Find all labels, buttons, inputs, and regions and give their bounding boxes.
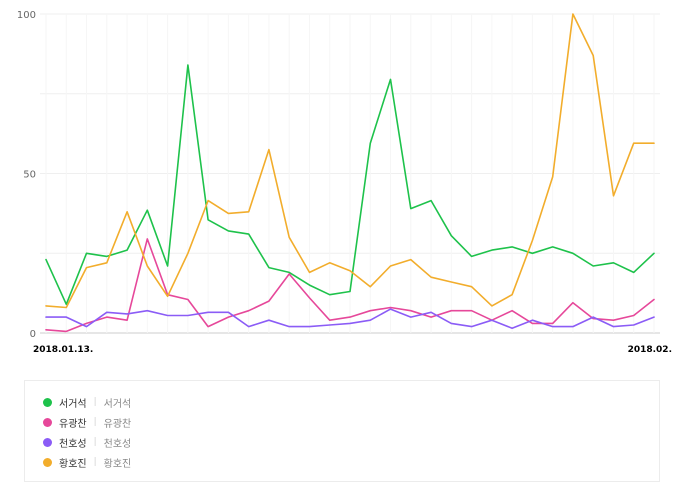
- legend-separator: |: [93, 417, 97, 427]
- legend-sublabel: 서거석: [103, 398, 132, 410]
- legend-separator: |: [93, 457, 97, 467]
- legend-sublabel: 황호진: [103, 458, 132, 470]
- legend-separator: |: [93, 397, 97, 407]
- legend-item[interactable]: 서거석 | 서거석: [43, 394, 131, 410]
- legend-item[interactable]: 천호성 | 천호성: [43, 434, 131, 450]
- series-lines: [45, 13, 655, 333]
- legend-sublabel: 천호성: [103, 438, 132, 450]
- legend-dot-icon: [43, 437, 52, 447]
- y-tick-label: 50: [23, 170, 36, 181]
- line-chart: 0 50 100 2018.01.13. 2018.02.: [17, 10, 672, 355]
- legend-label: 천호성: [59, 438, 87, 450]
- legend-separator: |: [93, 437, 97, 447]
- y-tick-label: 100: [17, 10, 36, 21]
- x-tick-label: 2018.02.: [628, 345, 672, 355]
- y-tick-label: 0: [30, 329, 36, 340]
- series-line-서거석: [45, 64, 655, 306]
- legend-item[interactable]: 유광찬 | 유광찬: [43, 414, 131, 430]
- legend-dot-icon: [43, 417, 52, 427]
- legend-dot-icon: [43, 397, 52, 407]
- series-line-황호진: [45, 13, 655, 309]
- legend-label: 유광찬: [59, 418, 87, 430]
- legend-dot-icon: [43, 457, 52, 467]
- x-tick-label: 2018.01.13.: [33, 345, 93, 355]
- legend-sublabel: 유광찬: [103, 418, 132, 430]
- legend-label: 황호진: [59, 458, 87, 470]
- x-axis-ticks: 2018.01.13. 2018.02.: [33, 345, 672, 355]
- y-axis-ticks: 0 50 100: [17, 10, 36, 340]
- grid-lines: [40, 13, 660, 334]
- series-line-유광찬: [45, 238, 655, 333]
- legend-item[interactable]: 황호진 | 황호진: [43, 454, 131, 470]
- legend-label: 서거석: [59, 398, 87, 410]
- series-line-천호성: [45, 308, 655, 330]
